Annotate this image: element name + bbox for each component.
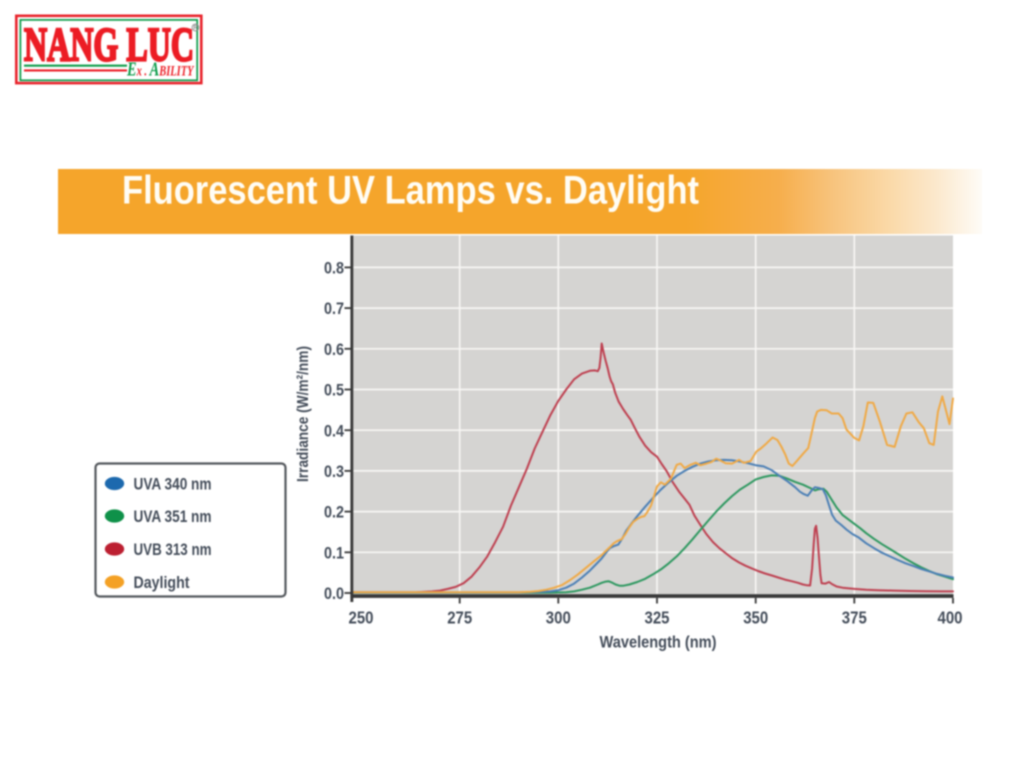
svg-text:0.7: 0.7: [324, 299, 344, 318]
svg-text:0.4: 0.4: [324, 421, 344, 440]
svg-text:275: 275: [447, 608, 472, 628]
svg-text:UVB 313 nm: UVB 313 nm: [134, 540, 212, 559]
svg-text:0.0: 0.0: [324, 584, 344, 603]
svg-text:0.8: 0.8: [324, 259, 344, 278]
svg-text:300: 300: [546, 608, 571, 628]
svg-text:Irradiance (W/m²/nm): Irradiance (W/m²/nm): [295, 346, 312, 482]
svg-text:Daylight: Daylight: [134, 573, 190, 592]
svg-text:0.1: 0.1: [324, 543, 344, 562]
svg-text:Ex . ABILITY: Ex . ABILITY: [126, 57, 194, 80]
svg-text:400: 400: [938, 608, 963, 628]
svg-text:0.3: 0.3: [324, 462, 344, 481]
svg-text:0.5: 0.5: [324, 381, 344, 400]
svg-text:R: R: [193, 26, 198, 32]
svg-text:0.2: 0.2: [324, 503, 344, 522]
svg-text:NANG LUC: NANG LUC: [24, 19, 194, 72]
svg-text:325: 325: [645, 608, 670, 628]
svg-text:Fluorescent UV Lamps vs. Dayli: Fluorescent UV Lamps vs. Daylight: [122, 169, 699, 213]
svg-text:Wavelength (nm): Wavelength (nm): [600, 633, 717, 652]
svg-text:375: 375: [842, 608, 867, 628]
svg-text:0.6: 0.6: [324, 340, 344, 359]
svg-text:UVA 351 nm: UVA 351 nm: [134, 507, 212, 526]
svg-text:250: 250: [349, 608, 374, 628]
svg-text:350: 350: [743, 608, 768, 628]
svg-text:UVA 340 nm: UVA 340 nm: [134, 475, 212, 494]
